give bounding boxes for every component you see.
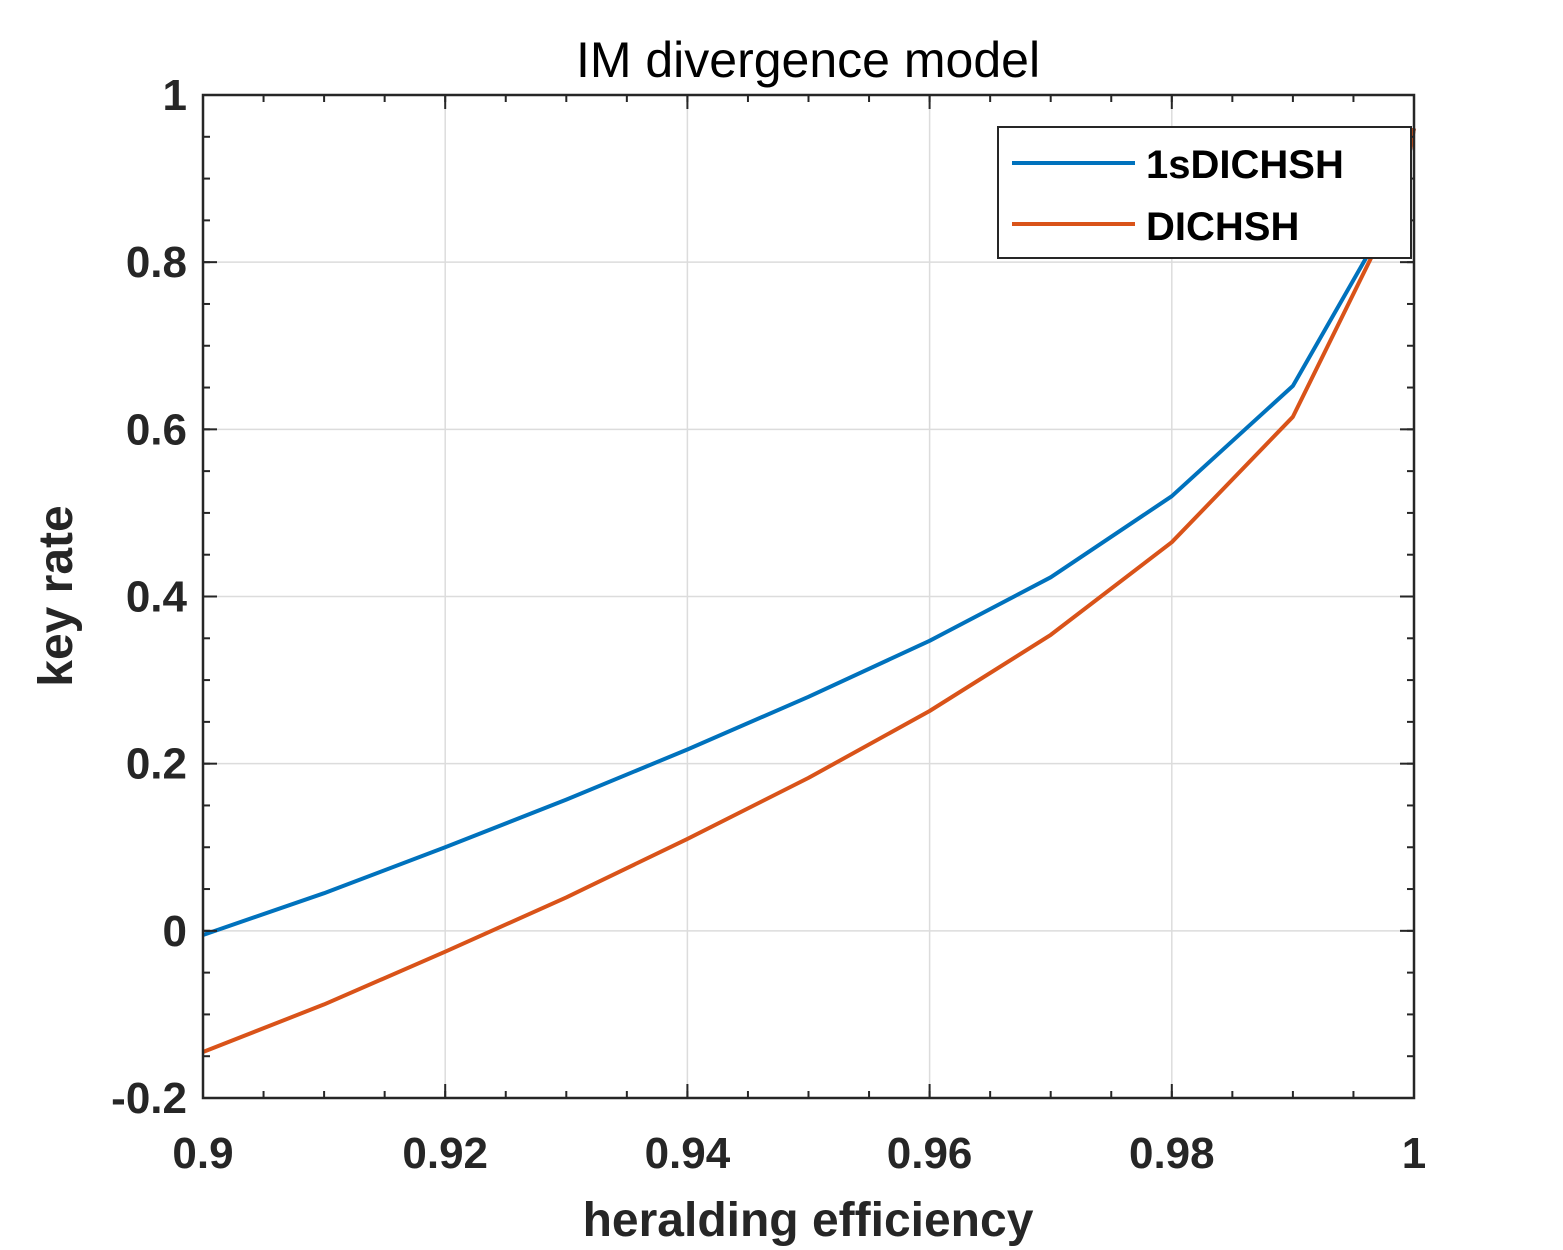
y-tick-label: 0.2 — [126, 740, 187, 789]
x-tick-label: 1 — [1402, 1129, 1426, 1178]
series-line-1sdichsh — [202, 128, 1416, 937]
x-tick-label: 0.9 — [172, 1129, 233, 1178]
y-tick-label: -0.2 — [111, 1074, 187, 1123]
legend-label-dichsh: DICHSH — [1146, 205, 1299, 249]
series-line-dichsh — [202, 128, 1416, 1054]
legend-box — [997, 126, 1412, 259]
x-tick-label: 0.98 — [1129, 1129, 1215, 1178]
tick-marks — [202, 94, 1415, 1099]
y-tick-label: 0.6 — [126, 405, 187, 454]
y-axis-label: key rate — [30, 505, 83, 686]
y-tick-label: 0 — [163, 907, 187, 956]
x-tick-label: 0.94 — [645, 1129, 731, 1178]
y-tick-label: 0.4 — [126, 573, 188, 622]
legend: 1sDICHSH DICHSH — [997, 126, 1412, 259]
x-axis-label: heralding efficiency — [583, 1194, 1034, 1247]
x-tick-label: 0.96 — [887, 1129, 973, 1178]
y-tick-labels: -0.2 0 0.2 0.4 0.6 0.8 1 — [111, 71, 187, 1123]
x-tick-labels: 0.9 0.92 0.94 0.96 0.98 1 — [172, 1129, 1426, 1178]
y-tick-label: 0.8 — [126, 238, 187, 287]
x-tick-label: 0.92 — [402, 1129, 488, 1178]
series-lines — [202, 128, 1416, 1054]
y-tick-label: 1 — [163, 71, 187, 120]
grid — [202, 94, 1415, 1099]
legend-label-1sdichsh: 1sDICHSH — [1146, 143, 1344, 187]
chart-title: IM divergence model — [576, 32, 1040, 88]
